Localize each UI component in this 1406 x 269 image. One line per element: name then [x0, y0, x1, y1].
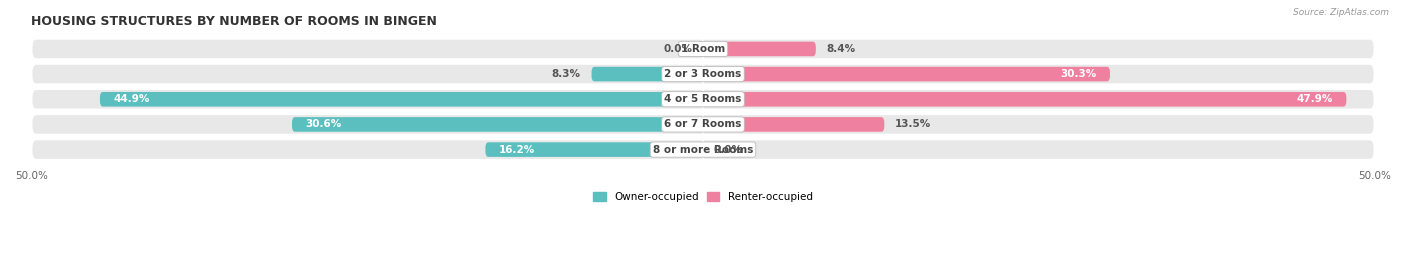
Text: 8.3%: 8.3% [551, 69, 581, 79]
FancyBboxPatch shape [31, 64, 1375, 84]
Text: 6 or 7 Rooms: 6 or 7 Rooms [664, 119, 742, 129]
Text: 4 or 5 Rooms: 4 or 5 Rooms [664, 94, 742, 104]
Text: 44.9%: 44.9% [114, 94, 150, 104]
Text: 16.2%: 16.2% [499, 145, 536, 155]
FancyBboxPatch shape [31, 39, 1375, 59]
Text: 2 or 3 Rooms: 2 or 3 Rooms [665, 69, 741, 79]
FancyBboxPatch shape [485, 142, 703, 157]
Text: 8 or more Rooms: 8 or more Rooms [652, 145, 754, 155]
FancyBboxPatch shape [703, 67, 1109, 82]
Text: 30.3%: 30.3% [1060, 69, 1097, 79]
Text: 30.6%: 30.6% [305, 119, 342, 129]
FancyBboxPatch shape [292, 117, 703, 132]
Text: Source: ZipAtlas.com: Source: ZipAtlas.com [1294, 8, 1389, 17]
FancyBboxPatch shape [31, 114, 1375, 135]
Text: 8.4%: 8.4% [827, 44, 856, 54]
Text: 13.5%: 13.5% [896, 119, 931, 129]
FancyBboxPatch shape [703, 117, 884, 132]
FancyBboxPatch shape [100, 92, 703, 107]
FancyBboxPatch shape [592, 67, 703, 82]
Legend: Owner-occupied, Renter-occupied: Owner-occupied, Renter-occupied [589, 188, 817, 206]
Text: 0.0%: 0.0% [664, 44, 692, 54]
FancyBboxPatch shape [31, 89, 1375, 109]
FancyBboxPatch shape [703, 42, 815, 56]
FancyBboxPatch shape [703, 92, 1347, 107]
FancyBboxPatch shape [31, 139, 1375, 160]
Text: 0.0%: 0.0% [714, 145, 742, 155]
Text: 1 Room: 1 Room [681, 44, 725, 54]
Text: HOUSING STRUCTURES BY NUMBER OF ROOMS IN BINGEN: HOUSING STRUCTURES BY NUMBER OF ROOMS IN… [31, 15, 437, 28]
Text: 47.9%: 47.9% [1296, 94, 1333, 104]
